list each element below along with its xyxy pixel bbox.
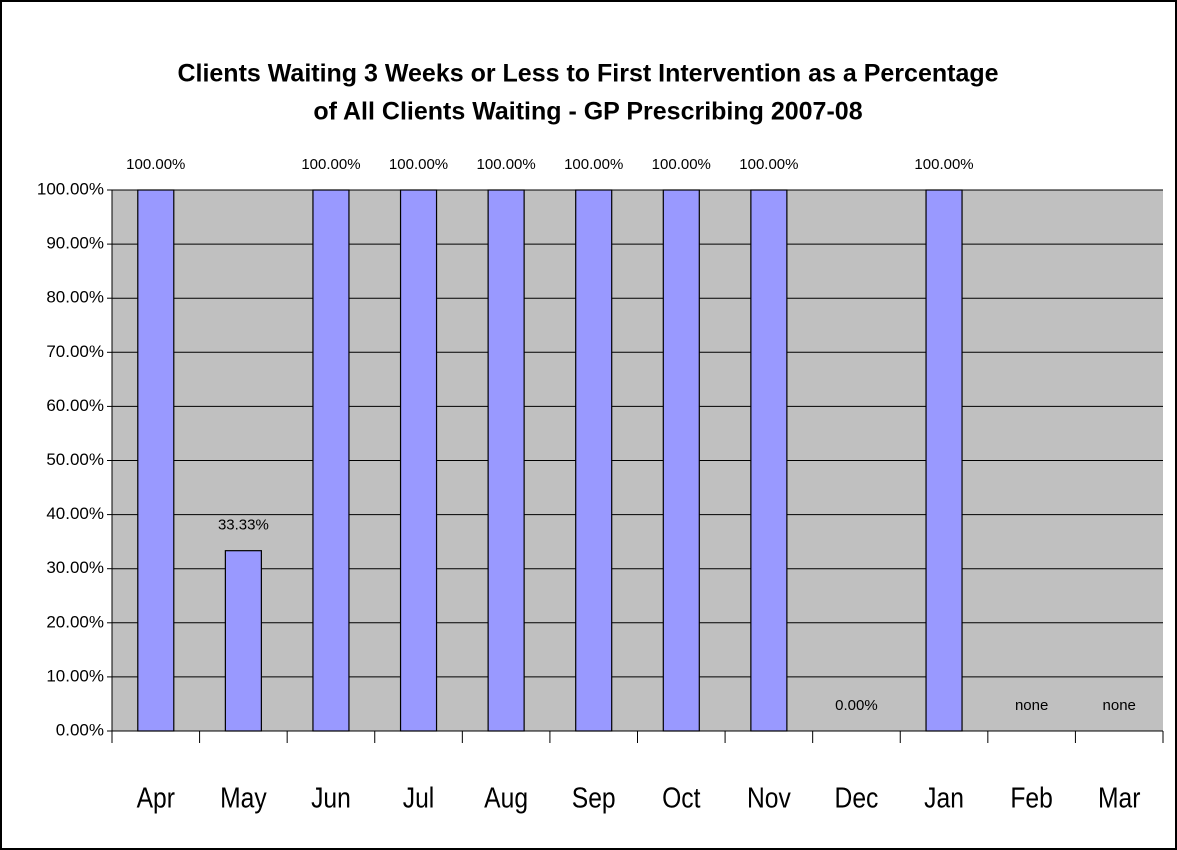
x-tick-label: Dec [835, 782, 879, 814]
x-tick-label: Oct [662, 782, 701, 814]
y-tick-label: 20.00% [46, 612, 104, 631]
x-tick-label: Sep [572, 782, 616, 814]
x-tick-label: Apr [137, 782, 175, 814]
value-label: 100.00% [301, 156, 360, 173]
bar [224, 550, 262, 732]
x-tick-label: Feb [1010, 782, 1052, 814]
bar [137, 189, 175, 732]
y-tick-label: 40.00% [46, 504, 104, 523]
value-label: 100.00% [564, 156, 623, 173]
x-tick-label: Jul [403, 782, 435, 814]
y-tick-label: 30.00% [46, 558, 104, 577]
y-tick-label: 100.00% [37, 179, 104, 198]
value-label: 100.00% [477, 156, 536, 173]
x-tick-label: May [220, 782, 267, 814]
value-label: 0.00% [835, 697, 878, 714]
value-label: 100.00% [739, 156, 798, 173]
x-tick-label: Jun [311, 782, 351, 814]
y-tick-label: 80.00% [46, 288, 104, 307]
bar [487, 189, 525, 732]
value-label: 100.00% [914, 156, 973, 173]
bar [925, 189, 963, 732]
value-label: none [1103, 697, 1136, 714]
chart-title: Clients Waiting 3 Weeks or Less to First… [177, 60, 998, 88]
y-tick-label: 50.00% [46, 450, 104, 469]
bar [312, 189, 350, 732]
value-label: 100.00% [652, 156, 711, 173]
y-tick-label: 10.00% [46, 666, 104, 685]
bar [662, 189, 700, 732]
chart-title: of All Clients Waiting - GP Prescribing … [313, 98, 862, 126]
y-tick-label: 90.00% [46, 234, 104, 253]
bar [399, 189, 438, 732]
bar [575, 189, 613, 732]
value-label: none [1015, 697, 1048, 714]
x-tick-label: Mar [1098, 782, 1140, 814]
value-label: 100.00% [126, 156, 185, 173]
value-label: 33.33% [218, 517, 269, 534]
x-tick-label: Aug [484, 782, 528, 814]
bar [750, 189, 788, 732]
x-tick-label: Jan [924, 782, 964, 814]
y-tick-label: 70.00% [46, 342, 104, 361]
value-label: 100.00% [389, 156, 448, 173]
y-tick-label: 60.00% [46, 396, 104, 415]
x-tick-label: Nov [747, 782, 791, 814]
y-tick-label: 0.00% [56, 720, 104, 739]
